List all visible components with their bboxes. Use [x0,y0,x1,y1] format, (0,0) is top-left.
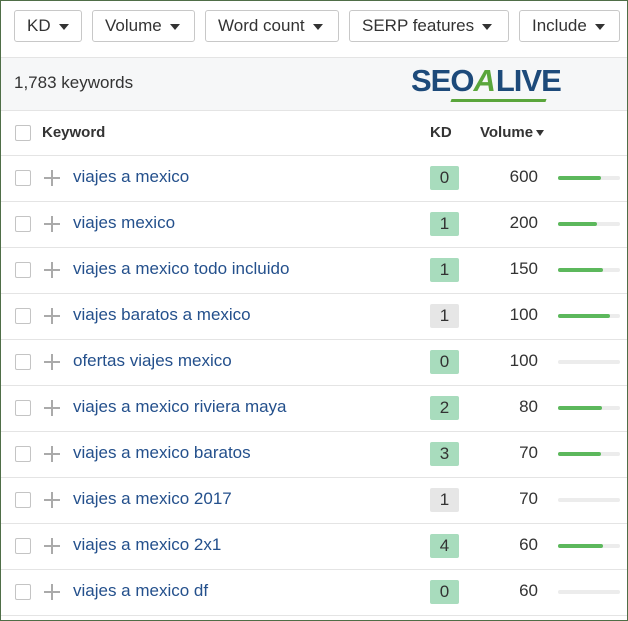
logo-text: LIVE [495,63,562,98]
column-header-sort[interactable]: Volume [480,124,545,141]
logo-text: SEO [411,63,474,98]
row-checkbox[interactable] [15,308,31,324]
filter-button[interactable]: Include [519,10,620,42]
row-divider [1,477,627,478]
row-divider [1,615,627,616]
add-icon [51,400,53,416]
volume-value: 70 [519,489,538,508]
add-icon [51,446,53,462]
add-icon [51,492,53,508]
keyword-link[interactable]: viajes a mexico 2017 [73,489,232,508]
keyword-link[interactable]: viajes a mexico riviera maya [73,397,287,416]
keyword-link[interactable]: viajes mexico [73,213,176,232]
filter-label: KD [27,16,51,35]
keyword-link[interactable]: viajes a mexico baratos [73,443,251,462]
trend-bar [558,222,598,226]
add-icon [51,262,53,278]
row-checkbox[interactable] [15,354,31,370]
kd-badge: 4 [430,534,459,558]
filter-button[interactable]: KD [14,10,82,42]
volume-value: 60 [519,581,538,600]
add-icon [51,584,53,600]
filter-button[interactable]: SERP features [349,10,509,42]
volume-value: 100 [509,305,538,324]
volume-value: 600 [509,167,538,186]
filter-label: Volume [105,16,162,35]
trend-bar [558,314,611,318]
row-divider [1,201,627,202]
summary-bar [1,57,627,111]
logo-underline [450,99,547,102]
keyword-link[interactable]: viajes a mexico todo incluido [73,259,290,278]
row-divider [1,385,627,386]
row-divider [1,339,627,340]
kd-badge: 1 [430,304,459,328]
row-checkbox[interactable] [15,446,31,462]
row-checkbox[interactable] [15,538,31,554]
volume-value: 70 [519,443,538,462]
row-checkbox[interactable] [15,492,31,508]
select-all-checkbox[interactable] [15,125,31,141]
trend-bar [558,452,602,456]
keyword-link[interactable]: ofertas viajes mexico [73,351,232,370]
trend-track [558,498,620,502]
kd-badge: 0 [430,580,459,604]
filter-label: Word count [218,16,305,35]
trend-bar [558,176,602,180]
row-checkbox[interactable] [15,170,31,186]
row-checkbox[interactable] [15,400,31,416]
column-header: Volume [480,124,534,141]
row-divider [1,247,627,248]
row-divider [1,569,627,570]
trend-track [558,590,620,594]
keyword-count: 1,783 keywords [14,73,134,92]
add-icon [51,308,53,324]
add-icon [51,216,53,232]
add-icon [51,538,53,554]
trend-bar [558,406,603,410]
kd-badge: 1 [430,212,459,236]
keyword-link[interactable]: viajes baratos a mexico [73,305,251,324]
volume-value: 150 [509,259,538,278]
kd-badge: 1 [430,488,459,512]
column-header: Keyword [42,124,106,141]
trend-bar [558,544,604,548]
row-checkbox[interactable] [15,584,31,600]
row-divider [1,155,627,156]
trend-track [558,360,620,364]
row-checkbox[interactable] [15,262,31,278]
column-header: KD [430,124,452,141]
volume-value: 80 [519,397,538,416]
kd-badge: 0 [430,350,459,374]
filter-label: Include [532,16,587,35]
filter-label: SERP features [362,16,475,35]
trend-bar [558,268,604,272]
add-icon [51,170,53,186]
row-divider [1,293,627,294]
volume-value: 200 [509,213,538,232]
add-icon [51,354,53,370]
volume-value: 100 [509,351,538,370]
logo-text: A [473,63,496,98]
row-divider [1,431,627,432]
keyword-link[interactable]: viajes a mexico [73,167,190,186]
filter-button[interactable]: Word count [205,10,339,42]
row-divider [1,523,627,524]
filter-button[interactable]: Volume [92,10,195,42]
row-checkbox[interactable] [15,216,31,232]
kd-badge: 0 [430,166,459,190]
logo: SEOALIVE [411,63,562,103]
keyword-link[interactable]: viajes a mexico 2x1 [73,535,222,554]
kd-badge: 1 [430,258,459,282]
kd-badge: 2 [430,396,459,420]
keyword-link[interactable]: viajes a mexico df [73,581,209,600]
volume-value: 60 [519,535,538,554]
kd-badge: 3 [430,442,459,466]
